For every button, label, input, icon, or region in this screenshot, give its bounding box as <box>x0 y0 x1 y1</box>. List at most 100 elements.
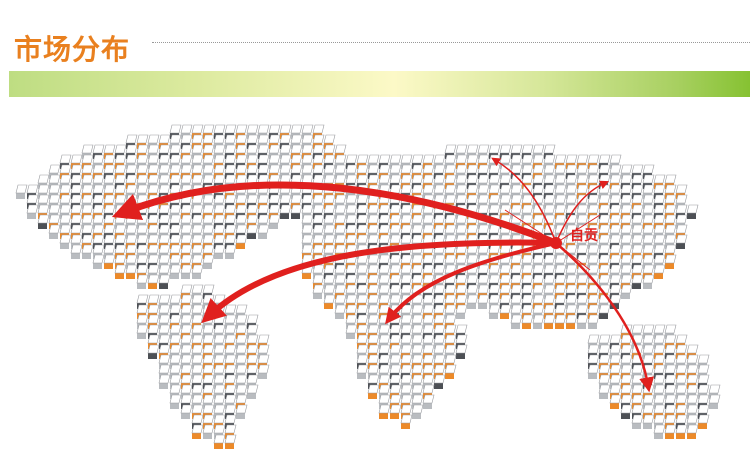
tile <box>367 314 380 324</box>
tile <box>246 134 259 144</box>
tile <box>477 284 490 294</box>
arrow-australia <box>555 242 655 393</box>
tile <box>499 294 512 304</box>
tile <box>213 324 226 334</box>
tile <box>136 304 149 314</box>
tile <box>532 214 545 224</box>
tile <box>466 144 479 154</box>
tile <box>521 154 534 164</box>
tile <box>444 184 457 194</box>
tile <box>697 394 710 404</box>
tile <box>213 134 226 144</box>
tile <box>356 304 369 314</box>
tile <box>411 164 424 174</box>
tile <box>158 364 171 374</box>
tile <box>301 144 314 154</box>
tile-side <box>225 443 234 449</box>
tile <box>543 284 556 294</box>
tile <box>158 244 171 254</box>
tile <box>499 264 512 274</box>
tile <box>301 174 314 184</box>
tile <box>136 134 149 144</box>
tile <box>631 194 644 204</box>
tile <box>158 334 171 344</box>
tile <box>257 124 270 134</box>
tile <box>631 324 644 334</box>
tile-side <box>115 273 124 279</box>
tile <box>235 354 248 364</box>
tile <box>554 254 567 264</box>
tile <box>235 164 248 174</box>
tile-side <box>456 313 465 319</box>
tile <box>169 254 182 264</box>
tile <box>664 184 677 194</box>
tile <box>180 294 193 304</box>
tile <box>334 204 347 214</box>
tile <box>631 274 644 284</box>
tile <box>59 164 72 174</box>
tile <box>389 344 402 354</box>
tile <box>444 194 457 204</box>
tile <box>224 174 237 184</box>
tile <box>147 244 160 254</box>
tile <box>510 254 523 264</box>
tile <box>114 244 127 254</box>
tile-side <box>214 443 223 449</box>
tile <box>466 224 479 234</box>
tile <box>235 224 248 234</box>
tile-side <box>533 323 542 329</box>
tile-side <box>324 303 333 309</box>
tile <box>180 304 193 314</box>
tile <box>389 404 402 414</box>
tile <box>213 404 226 414</box>
tile <box>59 174 72 184</box>
tile <box>147 224 160 234</box>
tile <box>400 384 413 394</box>
tile <box>147 234 160 244</box>
tile <box>576 244 589 254</box>
tile <box>488 194 501 204</box>
tile-side <box>368 393 377 399</box>
tile <box>609 184 622 194</box>
tile <box>587 364 600 374</box>
tile <box>411 154 424 164</box>
tile <box>433 214 446 224</box>
tile <box>114 154 127 164</box>
tile <box>422 354 435 364</box>
tile <box>125 194 138 204</box>
tile <box>400 324 413 334</box>
tile <box>609 264 622 274</box>
tile <box>37 214 50 224</box>
tile <box>147 274 160 284</box>
tile <box>653 394 666 404</box>
tile <box>345 294 358 304</box>
tile <box>444 214 457 224</box>
tile <box>202 174 215 184</box>
tile <box>367 174 380 184</box>
tile <box>675 414 688 424</box>
tile-side <box>709 403 718 409</box>
tile <box>323 174 336 184</box>
tile <box>378 404 391 414</box>
tile <box>290 194 303 204</box>
tile <box>136 144 149 154</box>
tile <box>37 204 50 214</box>
tile <box>642 174 655 184</box>
tile-side <box>588 323 597 329</box>
tile <box>510 304 523 314</box>
tile <box>620 374 633 384</box>
tile <box>653 424 666 434</box>
tile <box>158 314 171 324</box>
tile-side <box>588 373 597 379</box>
tile <box>202 204 215 214</box>
tile <box>136 224 149 234</box>
tile <box>367 304 380 314</box>
tile <box>488 184 501 194</box>
tile <box>191 324 204 334</box>
tile <box>323 214 336 224</box>
tile-side <box>269 223 278 229</box>
tile-side <box>654 273 663 279</box>
tile <box>114 214 127 224</box>
tile <box>312 204 325 214</box>
tile <box>400 354 413 364</box>
